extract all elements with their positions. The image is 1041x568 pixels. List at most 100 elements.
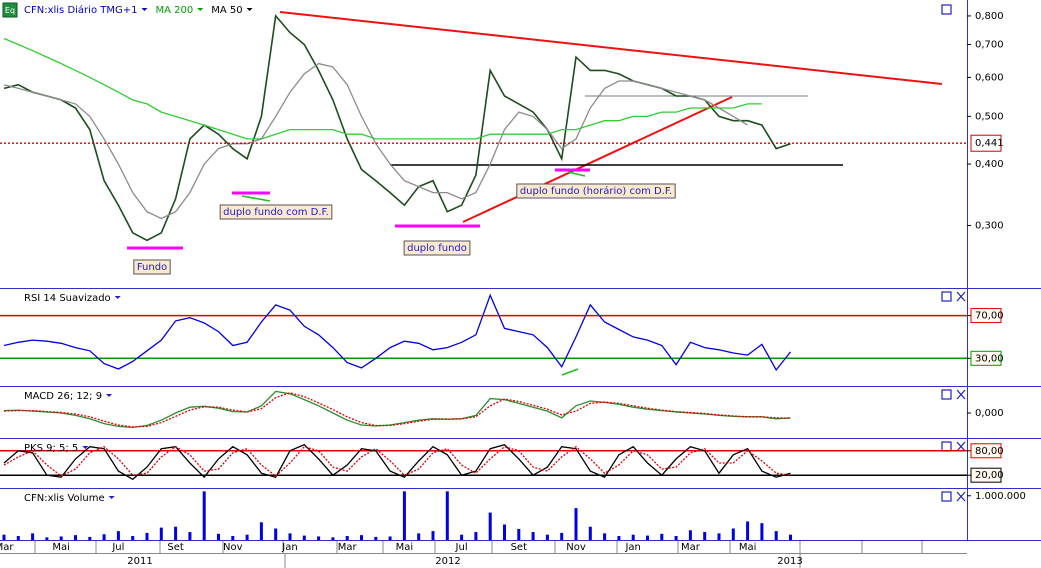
time-axis-separators bbox=[34, 541, 923, 568]
y-tick-label: 0,400 bbox=[975, 159, 1004, 170]
panel-frames bbox=[0, 0, 1041, 554]
dropdown-arrow[interactable] bbox=[114, 296, 121, 299]
divergence-line bbox=[567, 171, 586, 177]
volume-bar bbox=[131, 536, 135, 540]
volume-bar bbox=[560, 532, 564, 540]
toolbar-icon-label[interactable]: Eq bbox=[5, 6, 15, 15]
volume-bar bbox=[674, 536, 678, 540]
tick-label-box bbox=[970, 308, 1002, 324]
volume-bar bbox=[431, 531, 435, 540]
x-tick-label: Set bbox=[167, 542, 184, 553]
last-price-box bbox=[970, 134, 1002, 152]
x-tick-label: Jan bbox=[624, 542, 640, 553]
volume-bar bbox=[574, 508, 578, 540]
maximize-icon[interactable] bbox=[941, 491, 952, 502]
volume-bar bbox=[746, 521, 750, 540]
volume-bar bbox=[302, 535, 306, 540]
dropdown-arrow[interactable] bbox=[246, 8, 253, 11]
volume-bar bbox=[374, 536, 378, 540]
volume-bar bbox=[245, 534, 249, 540]
y-tick-label: 30,00 bbox=[975, 353, 1004, 364]
volume-bar bbox=[402, 491, 406, 540]
volume-bar bbox=[774, 531, 778, 540]
x-tick-label: Jan bbox=[281, 542, 297, 553]
y-tick-label: 20,00 bbox=[975, 470, 1004, 481]
legend-entry[interactable]: CFN:xlis Diário TMG+1 bbox=[24, 4, 137, 16]
divergence-line bbox=[561, 368, 579, 376]
maximize-icon[interactable] bbox=[941, 291, 952, 302]
annotation-box bbox=[516, 183, 676, 199]
volume-bar bbox=[231, 536, 235, 540]
volume-bar bbox=[31, 533, 35, 540]
y-tick-label: 0,600 bbox=[975, 72, 1004, 83]
volume-bar bbox=[159, 527, 163, 540]
close-icon[interactable] bbox=[956, 291, 966, 302]
legend-entry[interactable]: MA 50 bbox=[211, 5, 242, 16]
dropdown-arrow[interactable] bbox=[106, 394, 113, 397]
volume-bar bbox=[331, 537, 335, 540]
annotation-box bbox=[133, 259, 171, 275]
volume-bar bbox=[417, 533, 421, 540]
volume-bar bbox=[16, 536, 20, 540]
volume-bar bbox=[317, 536, 321, 540]
x-tick-label: Nov bbox=[566, 542, 586, 553]
series-line bbox=[3, 392, 791, 428]
volume-bar bbox=[88, 536, 92, 540]
volume-bar bbox=[45, 537, 49, 540]
volume-bar bbox=[646, 535, 649, 540]
annotation: duplo fundo (horário) com D.F. bbox=[520, 185, 672, 197]
close-icon[interactable] bbox=[956, 441, 966, 452]
volume-bar bbox=[202, 491, 206, 540]
maximize-icon[interactable] bbox=[941, 4, 952, 15]
volume-bar bbox=[531, 532, 535, 540]
series-line bbox=[3, 293, 792, 372]
volume-bar bbox=[474, 532, 478, 540]
volume-bar bbox=[188, 532, 192, 540]
tick-label-box bbox=[970, 467, 1002, 483]
volume-bar bbox=[259, 522, 263, 540]
annotation: duplo fundo bbox=[407, 243, 467, 254]
x-tick-label: Mar bbox=[681, 542, 701, 553]
y-tick-label: 1.000.000 bbox=[975, 491, 1026, 502]
y-tick-label: 0,000 bbox=[975, 408, 1004, 419]
series-line bbox=[3, 445, 791, 477]
volume-bar bbox=[617, 536, 621, 540]
dropdown-arrow[interactable] bbox=[197, 8, 204, 11]
tick-label-box bbox=[970, 350, 1002, 366]
annotation-box bbox=[219, 204, 333, 220]
x-tick-label: Mar bbox=[0, 542, 14, 553]
dropdown-arrow[interactable] bbox=[108, 496, 115, 499]
volume-bar bbox=[760, 523, 764, 540]
panel-title: CFN:xlis Volume bbox=[24, 493, 105, 504]
dropdown-arrow[interactable] bbox=[141, 8, 148, 11]
x-tick-label: Mai bbox=[739, 542, 757, 553]
volume-bar bbox=[274, 528, 278, 540]
tick-label-box bbox=[970, 443, 1002, 459]
divergence-line bbox=[241, 195, 271, 202]
legend-entry[interactable]: MA 200 bbox=[155, 5, 193, 16]
trendline bbox=[279, 11, 943, 85]
toolbar-icon[interactable] bbox=[2, 2, 18, 18]
close-icon[interactable] bbox=[956, 491, 966, 502]
panel-title: MACD 26; 12; 9 bbox=[24, 391, 102, 402]
panel-title: RSI 14 Suavizado bbox=[24, 293, 111, 304]
volume-bar bbox=[688, 530, 692, 540]
last-price-label: 0,441 bbox=[975, 138, 1004, 149]
year-label: 2013 bbox=[777, 556, 802, 567]
volume-bar bbox=[660, 533, 664, 540]
close-icon[interactable] bbox=[956, 389, 966, 400]
maximize-icon[interactable] bbox=[941, 389, 952, 400]
volume-bar bbox=[703, 532, 707, 540]
x-tick-label: Mai bbox=[396, 542, 414, 553]
dropdown-arrow[interactable] bbox=[82, 446, 89, 449]
volume-bar bbox=[388, 536, 392, 540]
x-tick-label: Nov bbox=[223, 542, 243, 553]
series-line bbox=[3, 37, 762, 140]
volume-bar bbox=[731, 528, 735, 540]
year-label: 2012 bbox=[435, 556, 460, 567]
y-tick-label: 0,500 bbox=[975, 111, 1004, 122]
volume-bar bbox=[503, 524, 506, 540]
